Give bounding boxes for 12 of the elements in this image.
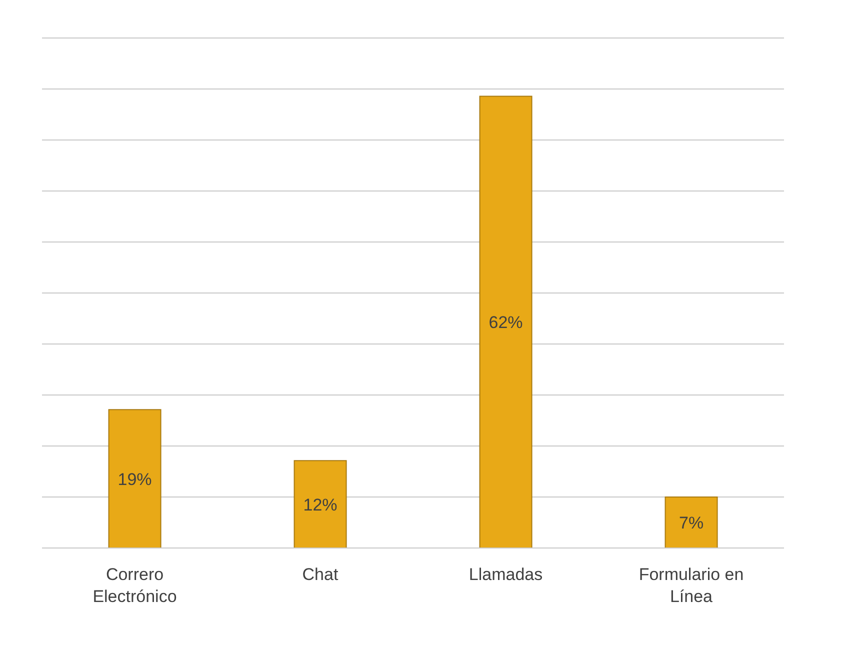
bar — [294, 460, 347, 548]
x-tick-label: Formulario en Línea — [638, 565, 744, 606]
bar — [664, 496, 718, 548]
x-tick-label: Llamadas — [468, 565, 543, 584]
x-tick-label: Chat — [302, 565, 338, 584]
data-label: 62% — [488, 313, 523, 332]
bar — [108, 409, 162, 548]
bar — [479, 96, 532, 548]
data-label: 7% — [678, 514, 704, 533]
x-tick-label: Correro Electrónico — [92, 565, 177, 606]
data-label: 12% — [303, 495, 338, 514]
data-label: 19% — [118, 470, 152, 489]
